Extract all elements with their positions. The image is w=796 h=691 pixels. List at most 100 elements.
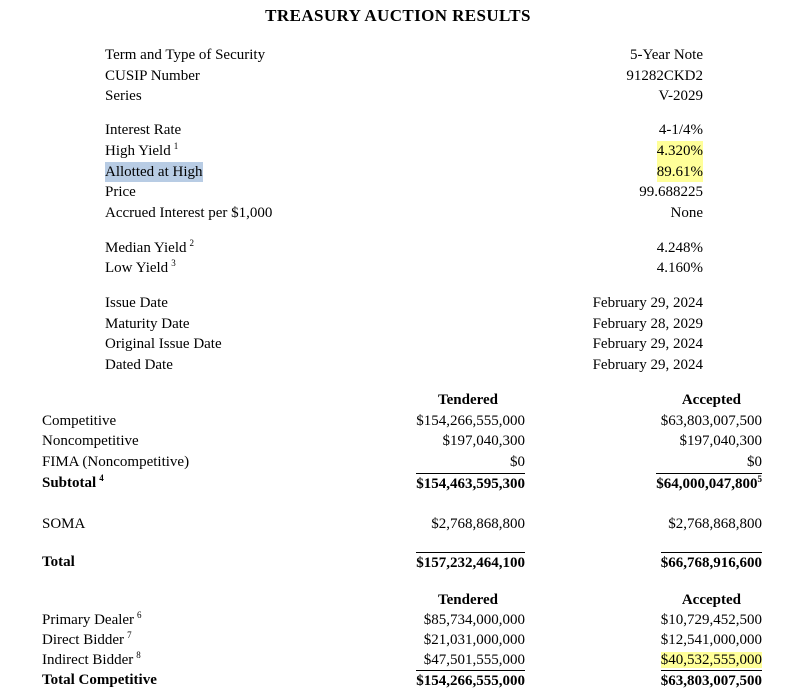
tendered-value: $157,232,464,100 [342, 552, 525, 574]
footnote-marker: 8 [136, 649, 141, 660]
accepted-value: $63,803,007,500 [660, 412, 762, 429]
info-row: Maturity Date February 28, 2029 [105, 314, 703, 335]
row-label: Median Yield 2 [105, 237, 195, 256]
accepted-column-header: Accepted [681, 391, 741, 408]
row-label: Competitive [42, 412, 117, 429]
row-value: 4.248% [656, 239, 703, 256]
row-value: 4-1/4% [658, 122, 703, 139]
accepted-value-highlighted: $40,532,555,000 [660, 651, 762, 668]
tendered-value: $154,266,555,000 [342, 669, 525, 691]
accepted-value: $66,768,916,600 [525, 552, 762, 574]
soma-row: SOMA $2,768,868,800 $2,768,868,800 [42, 514, 762, 535]
footnote-marker: 1 [173, 140, 179, 151]
tendered-value: $0 [510, 453, 525, 470]
tendered-column-header: Tendered [437, 391, 498, 408]
row-value: 99.688225 [639, 184, 703, 201]
table-row: Competitive $154,266,555,000 $63,803,007… [42, 411, 762, 432]
accepted-value: $63,803,007,500 [525, 669, 762, 691]
row-value-highlighted: 4.320% [656, 140, 703, 162]
row-label: Price [105, 184, 136, 201]
row-label: SOMA [42, 516, 86, 533]
page-title: TREASURY AUCTION RESULTS [265, 6, 531, 25]
row-label: Term and Type of Security [105, 47, 266, 63]
table-row: Direct Bidder 7 $21,031,000,000 $12,541,0… [42, 630, 762, 650]
rates-group: Interest Rate 4-1/4% High Yield 1 4.320% … [105, 120, 703, 224]
info-row: Median Yield 2 4.248% [105, 238, 703, 259]
row-label: Dated Date [105, 357, 173, 374]
row-label: Low Yield 3 [105, 258, 176, 277]
yields-group: Median Yield 2 4.248% Low Yield 3 4.160% [105, 238, 703, 279]
footnote-marker: 5 [757, 473, 763, 484]
tendered-value: $154,463,595,300 [342, 472, 525, 495]
info-row: High Yield 1 4.320% [105, 140, 703, 162]
footnote-marker: 7 [127, 629, 132, 640]
info-row: Allotted at High 89.61% [105, 161, 703, 183]
dates-group: Issue Date February 29, 2024 Maturity Da… [105, 293, 703, 376]
row-label: Original Issue Date [105, 336, 222, 353]
table-row: Primary Dealer 6 $85,734,000,000 $10,729,… [42, 610, 762, 630]
row-value: February 29, 2024 [592, 336, 703, 353]
row-value: None [670, 204, 704, 221]
row-label: Indirect Bidder 8 [42, 649, 141, 668]
info-row: Original Issue Date February 29, 2024 [105, 334, 703, 355]
row-value: 5-Year Note [629, 47, 703, 63]
row-value: February 28, 2029 [592, 315, 703, 332]
row-label: Interest Rate [105, 122, 182, 139]
row-label: Direct Bidder 7 [42, 629, 132, 648]
row-value: 91282CKD2 [626, 67, 703, 84]
row-label: Total [42, 554, 75, 571]
row-label: Noncompetitive [42, 433, 139, 450]
table-header-row: Tendered Accepted [42, 390, 762, 411]
bidder-table: Tendered Accepted Primary Dealer 6 $85,73… [42, 590, 762, 691]
info-row: Price 99.688225 [105, 182, 703, 203]
info-row: Dated Date February 29, 2024 [105, 355, 703, 376]
info-row: Accrued Interest per $1,000 None [105, 203, 703, 224]
tendered-value: $2,768,868,800 [431, 516, 525, 533]
subtotal-row: Subtotal 4 $154,463,595,300 $64,000,047,8… [42, 472, 763, 495]
footnote-marker: 3 [171, 258, 176, 269]
accepted-value: $197,040,300 [679, 433, 763, 450]
info-row: Term and Type of Security 5-Year Note [105, 45, 703, 66]
total-row: Total $157,232,464,100 $66,768,916,600 [42, 552, 762, 574]
accepted-value: $0 [747, 453, 762, 470]
row-label: Accrued Interest per $1,000 [105, 204, 273, 221]
row-label: Maturity Date [105, 315, 190, 332]
security-group: Term and Type of Security 5-Year Note CU… [105, 45, 703, 107]
row-label: FIMA (Noncompetitive) [42, 453, 190, 470]
total-competitive-row: Total Competitive $154,266,555,000 $63,8… [42, 669, 762, 691]
info-row: Interest Rate 4-1/4% [105, 120, 703, 141]
accepted-value: $12,541,000,000 [660, 631, 762, 648]
table-row: FIMA (Noncompetitive) $0 $0 [42, 452, 762, 473]
info-row: CUSIP Number 91282CKD2 [105, 66, 703, 87]
tendered-value: $197,040,300 [442, 433, 526, 450]
footnote-marker: 2 [189, 237, 195, 248]
row-label: Issue Date [105, 295, 168, 312]
row-label: Series [105, 88, 142, 105]
footnote-marker: 6 [137, 609, 142, 620]
tendered-value: $47,501,555,000 [423, 651, 525, 668]
row-label: Primary Dealer 6 [42, 609, 142, 628]
table-header-row: Tendered Accepted [42, 590, 762, 610]
allocation-table: Tendered Accepted Competitive $154,266,5… [42, 390, 762, 574]
accepted-column-header: Accepted [681, 591, 741, 608]
row-value: February 29, 2024 [592, 357, 703, 374]
row-label: CUSIP Number [105, 67, 200, 84]
table-row: Indirect Bidder 8 $47,501,555,000 $40,532… [42, 650, 762, 670]
row-label-highlighted: Allotted at High [105, 161, 203, 183]
accepted-value: $10,729,452,500 [660, 611, 762, 628]
row-label: Subtotal 4 [42, 472, 104, 491]
info-row: Series V-2029 [105, 86, 703, 107]
row-value: V-2029 [658, 88, 703, 105]
footnote-marker: 4 [99, 472, 104, 483]
row-value: 4.160% [656, 260, 703, 277]
accepted-value: $64,000,047,8005 [656, 472, 763, 492]
tendered-column-header: Tendered [437, 591, 498, 608]
tendered-value: $85,734,000,000 [423, 611, 525, 628]
table-row: Noncompetitive $197,040,300 $197,040,300 [42, 431, 762, 452]
tendered-value: $21,031,000,000 [423, 631, 525, 648]
row-value-highlighted: 89.61% [656, 161, 703, 183]
row-label: Total Competitive [42, 671, 157, 688]
tendered-value: $154,266,555,000 [416, 412, 525, 429]
info-row: Low Yield 3 4.160% [105, 258, 703, 279]
